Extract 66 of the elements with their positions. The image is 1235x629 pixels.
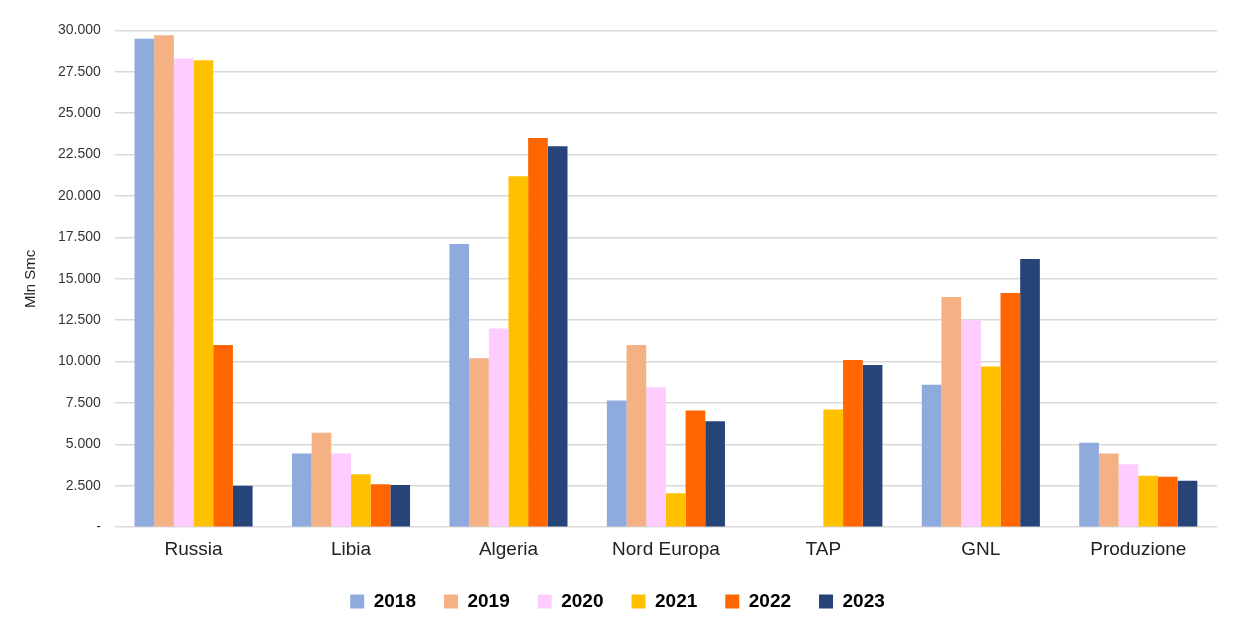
y-tick-label: 10.000 [57,352,102,369]
bar [311,432,332,527]
x-tick-label: Russia [164,537,224,559]
bar [646,387,666,527]
bar [1157,476,1178,527]
bar [705,421,725,527]
bar [232,485,253,527]
x-tick-label: Produzione [1090,537,1187,559]
y-tick-label: 22.500 [57,145,102,162]
bar [1138,475,1158,527]
bar [823,409,844,527]
bar [1000,292,1021,527]
y-tick-label: - [96,518,102,535]
bar [528,138,548,527]
bar [1098,453,1119,527]
bar [980,366,1001,527]
y-axis-title: Mln Smc [21,249,39,308]
bar [606,400,627,527]
legend-label: 2022 [748,589,792,611]
legend-label: 2021 [655,589,698,611]
y-tick-label: 5.000 [65,435,102,452]
x-tick-label: Algeria [478,537,539,559]
bar [488,328,509,527]
bar [1020,258,1040,527]
x-tick-label: Nord Europa [612,537,721,559]
y-tick-label: 2.500 [65,476,102,493]
y-tick-label: 12.500 [57,311,102,328]
bar [626,345,647,527]
bar [1118,464,1139,527]
bar [154,35,174,527]
y-tick-label: 25.000 [57,104,102,121]
bar [921,384,942,527]
y-tick-label: 27.500 [57,62,102,79]
bar [449,244,470,527]
bar [547,146,568,527]
bar [291,453,312,527]
x-tick-label: Libia [330,537,372,559]
bar [469,358,489,527]
x-tick-label: GNL [961,537,1001,559]
y-tick-label: 30.000 [57,21,102,38]
y-tick-label: 17.500 [57,228,102,245]
bar [1177,480,1198,527]
bar [193,60,214,527]
legend-label: 2023 [842,589,885,611]
y-tick-label: 15.000 [57,269,102,286]
bar [370,484,391,527]
bar [331,453,351,527]
bar [862,364,883,527]
bar [685,410,706,527]
y-tick-label: 20.000 [57,186,102,203]
bar [390,484,411,527]
legend-label: 2020 [561,589,604,611]
bar [351,474,371,527]
x-tick-label: TAP [805,537,842,559]
bar [134,38,155,527]
y-tick-label: 7.500 [65,393,102,410]
bar [213,345,233,527]
bar [508,176,529,527]
bar [1079,442,1099,527]
bar [961,320,981,527]
legend-label: 2018 [373,589,416,611]
bar [843,359,863,527]
bar [173,58,194,527]
bar [665,493,686,527]
bar [941,297,962,527]
legend-label: 2019 [467,589,510,611]
